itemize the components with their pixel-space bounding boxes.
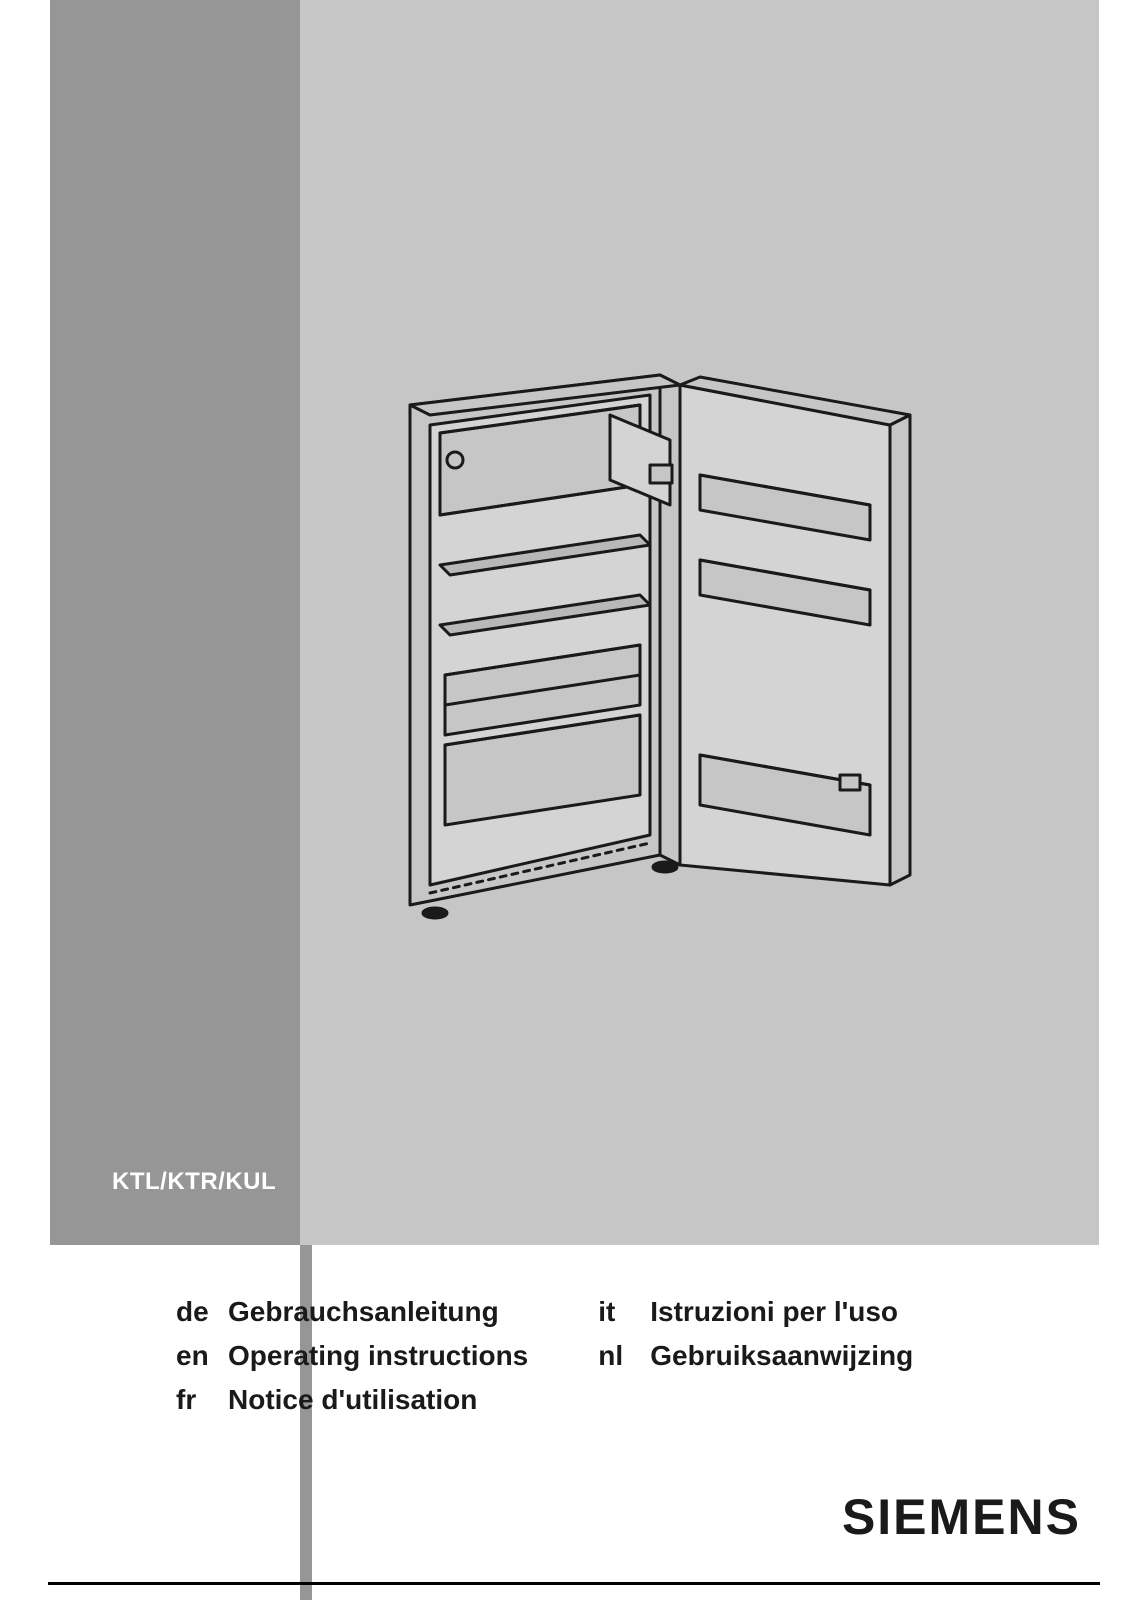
language-column-left: de Gebrauchsanleitung en Operating instr… xyxy=(176,1296,528,1416)
lang-label: Gebrauchsanleitung xyxy=(228,1296,499,1328)
refrigerator-illustration xyxy=(350,365,1050,925)
language-column-right: it Istruzioni per l'uso nl Gebruiksaanwi… xyxy=(598,1296,913,1416)
page-root: KTL/KTR/KUL de Gebrauchsanleitung en Ope… xyxy=(0,0,1141,1600)
language-list: de Gebrauchsanleitung en Operating instr… xyxy=(176,1296,913,1416)
illustration-area xyxy=(300,0,1099,1245)
lang-code: fr xyxy=(176,1384,216,1416)
language-row: de Gebrauchsanleitung xyxy=(176,1296,528,1328)
lang-code: de xyxy=(176,1296,216,1328)
lang-label: Gebruiksaanwijzing xyxy=(650,1340,913,1372)
bottom-horizontal-rule xyxy=(48,1582,1100,1585)
language-row: en Operating instructions xyxy=(176,1340,528,1372)
language-row: nl Gebruiksaanwijzing xyxy=(598,1340,913,1372)
lang-label: Notice d'utilisation xyxy=(228,1384,477,1416)
lang-label: Istruzioni per l'uso xyxy=(650,1296,898,1328)
model-code-label: KTL/KTR/KUL xyxy=(112,1168,276,1196)
lang-code: nl xyxy=(598,1340,638,1372)
language-row: fr Notice d'utilisation xyxy=(176,1384,528,1416)
lang-label: Operating instructions xyxy=(228,1340,528,1372)
lang-code: it xyxy=(598,1296,638,1328)
lang-code: en xyxy=(176,1340,216,1372)
language-row: it Istruzioni per l'uso xyxy=(598,1296,913,1328)
left-dark-column xyxy=(50,0,300,1245)
brand-logo: SIEMENS xyxy=(842,1488,1081,1546)
